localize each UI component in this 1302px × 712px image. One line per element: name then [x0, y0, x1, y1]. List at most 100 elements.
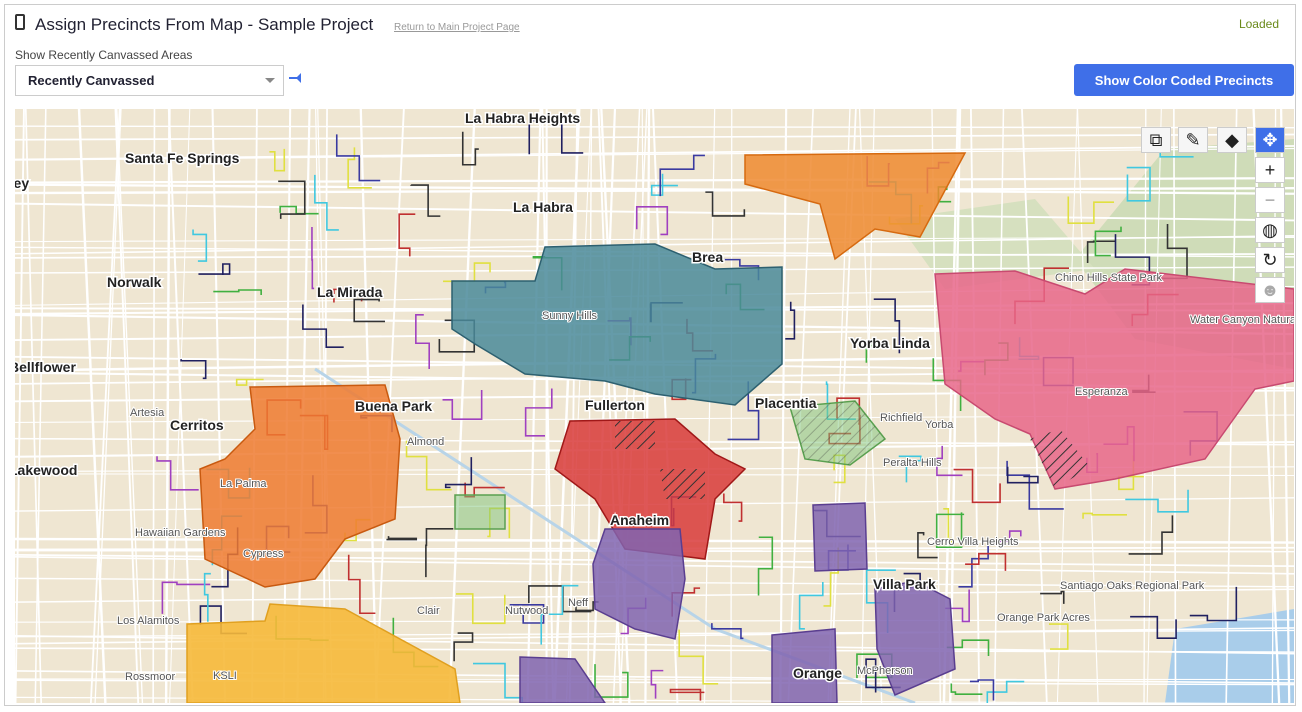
- precinct-outline: [410, 184, 441, 217]
- precinct-outline: [156, 456, 199, 491]
- place-label: La Mirada: [317, 284, 383, 300]
- precinct-outline: [302, 304, 344, 348]
- place-label: Fullerton: [585, 397, 645, 413]
- map[interactable]: La Habra Heights Santa Fe Springs ney La Ha…: [15, 109, 1294, 703]
- precinct-outline: [203, 572, 211, 622]
- precinct-outline: [983, 530, 1022, 543]
- precinct-outline: [180, 359, 207, 380]
- precinct-outline: [936, 445, 963, 477]
- street: [15, 186, 1294, 195]
- place-label: Orange Park Acres: [997, 612, 1090, 624]
- precinct-outline: [1086, 240, 1116, 264]
- precinct-outline: [425, 528, 454, 578]
- place-label: Nutwood: [505, 605, 548, 617]
- place-label: Water Canyon Natural Preserve: [1190, 314, 1294, 326]
- place-label: Esperanza: [1075, 386, 1128, 398]
- precinct-outline: [1067, 196, 1115, 224]
- precinct-outline: [873, 298, 901, 354]
- brush-tool[interactable]: ✎: [1178, 127, 1208, 153]
- precinct-outline: [705, 191, 746, 217]
- zoom-out[interactable]: −: [1255, 187, 1285, 213]
- precinct-outline: [711, 623, 744, 640]
- street: [116, 109, 144, 703]
- street: [15, 183, 1294, 195]
- street: [211, 109, 226, 703]
- street: [89, 109, 121, 703]
- place-label: Almond: [407, 436, 444, 448]
- pin-icon[interactable]: [287, 71, 303, 85]
- precinct-outline: [727, 381, 760, 441]
- precinct-outline: [953, 468, 1001, 504]
- precinct-outline: [540, 584, 579, 645]
- street: [587, 109, 593, 703]
- street: [15, 125, 1294, 129]
- place-label: Orange: [793, 665, 842, 681]
- place-label: Hawaiian Gardens: [135, 527, 226, 539]
- precinct-outline: [405, 440, 452, 491]
- main-page-link[interactable]: Return to Main Project Page: [394, 22, 520, 33]
- precinct-outline: [442, 390, 483, 420]
- street: [24, 109, 43, 703]
- precinct-outline: [353, 298, 385, 323]
- place-label: Clair: [417, 605, 440, 617]
- precincts: [186, 152, 1294, 703]
- street: [541, 109, 555, 703]
- map-canvas: La Habra Heights Santa Fe Springs ney La Ha…: [15, 109, 1294, 703]
- precinct-outline: [1128, 515, 1174, 555]
- pan-tool[interactable]: ✥: [1255, 127, 1285, 153]
- precinct-outline: [650, 669, 664, 699]
- place-label: Peralta Hills: [883, 457, 942, 469]
- place-label: Lakewood: [15, 462, 77, 478]
- precinct-outline: [314, 174, 339, 231]
- street: [152, 109, 156, 703]
- precinct-outline: [235, 378, 264, 386]
- precinct-outline: [935, 512, 965, 549]
- place-label: Chino Hills State Park: [1055, 272, 1162, 284]
- eraser-tool[interactable]: ◆: [1217, 127, 1247, 153]
- precinct-outline: [898, 455, 922, 483]
- precinct-outline: [1094, 226, 1122, 257]
- place-label: Anaheim: [610, 512, 669, 528]
- filter-label: Show Recently Canvassed Areas: [15, 48, 193, 62]
- precinct-outline: [1082, 512, 1127, 519]
- precinct-outline: [669, 688, 705, 701]
- place-label: Buena Park: [355, 398, 432, 414]
- precinct-outline: [335, 134, 381, 182]
- color-coded-button[interactable]: Show Color Coded Precincts: [1074, 64, 1294, 96]
- area-dropdown[interactable]: Recently Canvassed: [15, 65, 284, 96]
- street: [114, 109, 140, 703]
- precinct-outline: [473, 662, 524, 703]
- app-frame: Assign Precincts From Map - Sample Proje…: [4, 4, 1296, 706]
- precinct-outline: [678, 629, 719, 685]
- phone-icon: [15, 14, 25, 30]
- precinct-outline: [311, 226, 315, 290]
- precinct-outline: [594, 664, 629, 698]
- people-button[interactable]: ☻: [1255, 277, 1285, 303]
- street: [169, 109, 191, 703]
- precinct-outline: [969, 679, 995, 701]
- precinct-outline: [161, 581, 211, 614]
- precinct-outline: [659, 154, 705, 197]
- place-label: Norwalk: [107, 274, 162, 290]
- place-label: McPherson: [857, 665, 913, 677]
- precinct-outline: [528, 119, 584, 155]
- precinct-outline: [398, 213, 416, 257]
- copy-tool[interactable]: ⧉: [1141, 127, 1171, 153]
- place-label: Bellflower: [15, 359, 76, 375]
- street: [167, 109, 194, 703]
- precinct-outline: [945, 589, 970, 623]
- globe-button[interactable]: ◍: [1255, 217, 1285, 243]
- precinct-outline: [1040, 590, 1065, 604]
- precinct-outline: [950, 683, 983, 696]
- refresh-button[interactable]: ↻: [1255, 247, 1285, 273]
- precinct-outline: [965, 552, 1007, 571]
- precinct-outline: [333, 288, 363, 303]
- street: [15, 133, 1294, 141]
- zoom-in[interactable]: +: [1255, 157, 1285, 183]
- precinct-outline: [1048, 623, 1069, 650]
- place-label: La Habra: [513, 199, 573, 215]
- page-title: Assign Precincts From Map - Sample Proje…: [35, 15, 374, 34]
- precinct-outline: [943, 508, 953, 543]
- place-label: Cerritos: [170, 417, 224, 433]
- street: [15, 147, 1294, 161]
